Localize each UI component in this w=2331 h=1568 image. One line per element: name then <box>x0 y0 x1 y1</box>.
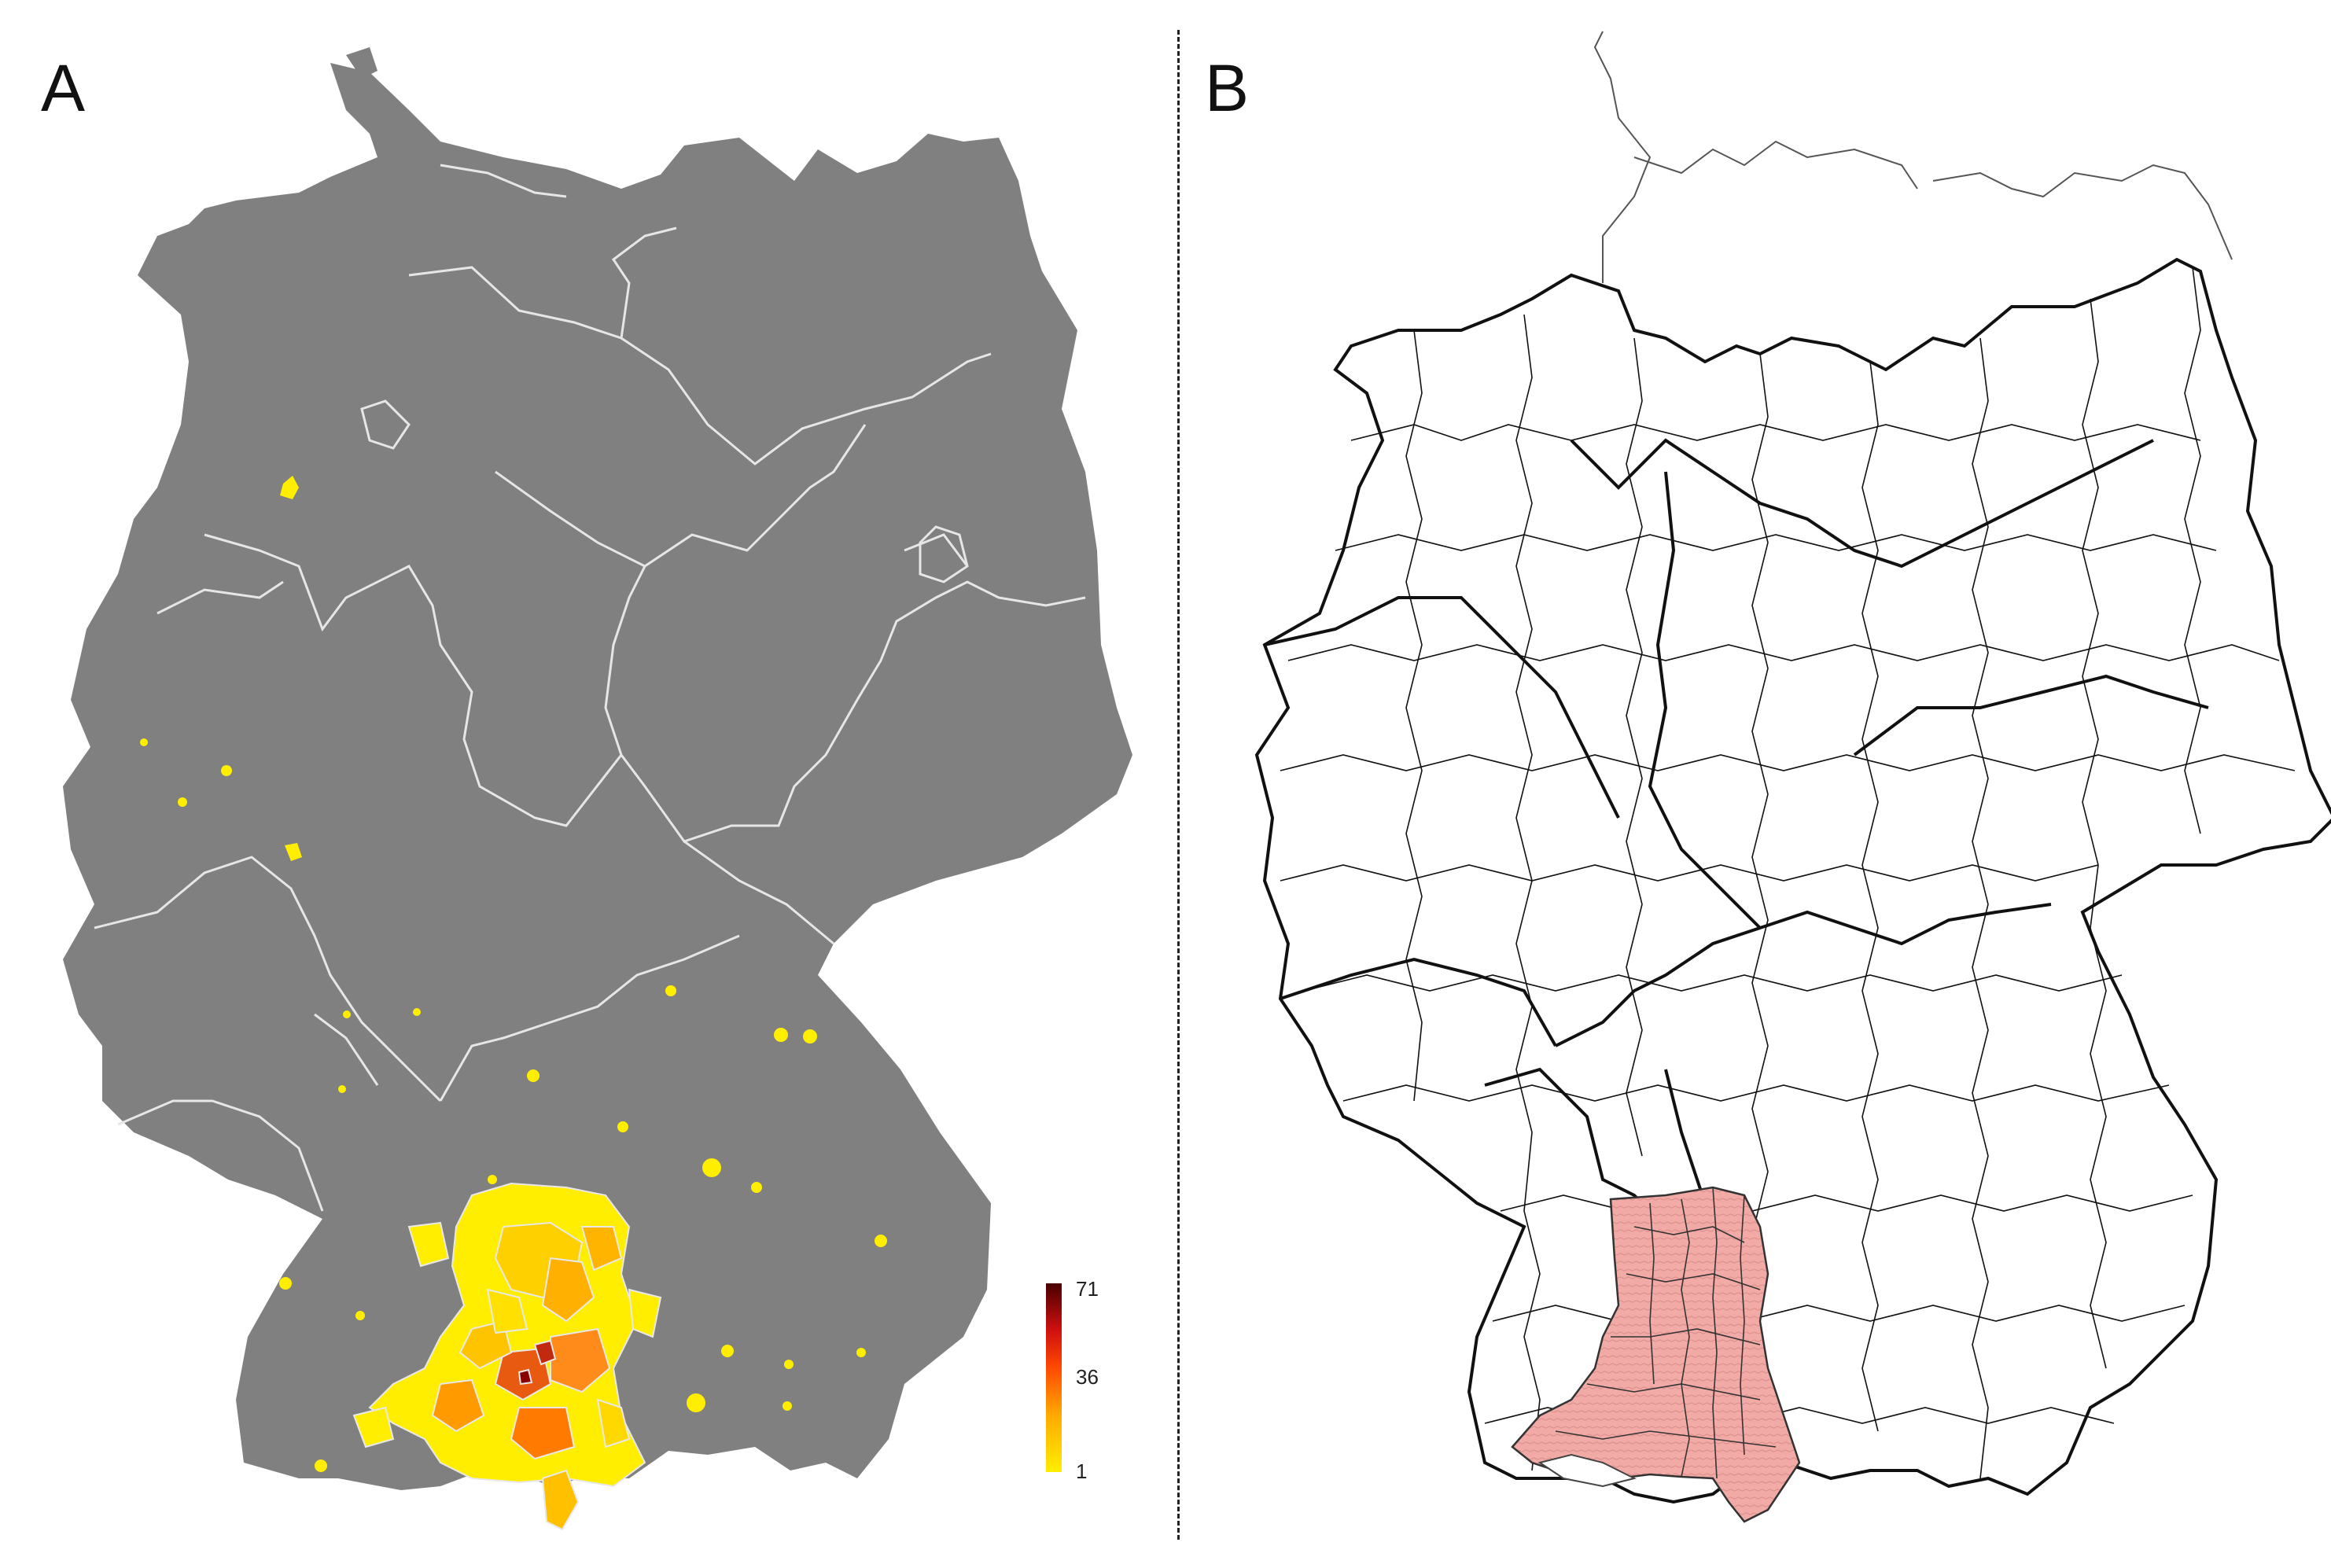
panel-divider <box>1177 30 1180 1540</box>
germany-shape-a <box>63 63 1132 1490</box>
state-borders-a <box>94 164 1086 1212</box>
highlighted-region-districts-b <box>1555 1187 1777 1479</box>
district-cluster-a <box>352 1182 662 1531</box>
highlighted-region-b <box>1511 1186 1801 1523</box>
district-hotspots-a <box>140 476 887 1472</box>
panel-label-a: A <box>41 51 86 125</box>
map-a: 71 36 1 <box>63 47 1132 1531</box>
legend-min-label: 1 <box>1076 1459 1087 1483</box>
lake-b <box>1537 1453 1637 1488</box>
district-borders-b <box>1280 267 2296 1479</box>
panel-label-b: B <box>1205 51 1250 125</box>
island-north-a <box>346 47 377 79</box>
map-b <box>1254 31 2331 1523</box>
legend-bar <box>1046 1283 1062 1472</box>
legend-max-label: 71 <box>1076 1277 1099 1301</box>
state-borders-b <box>1264 438 2209 1479</box>
north-coast-b <box>1593 31 2233 283</box>
legend-mid-label: 36 <box>1076 1365 1099 1389</box>
germany-outline-b <box>1254 257 2331 1504</box>
color-legend: 71 36 1 <box>1046 1277 1099 1483</box>
